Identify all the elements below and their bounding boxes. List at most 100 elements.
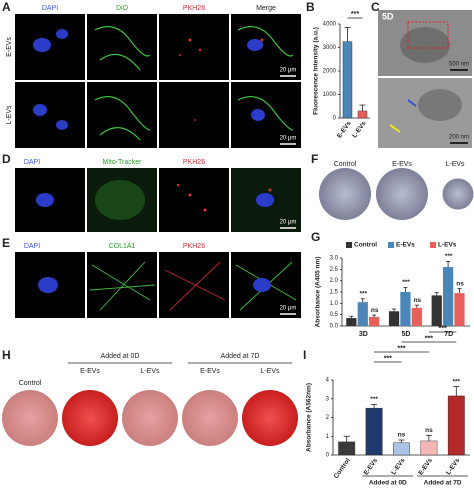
scale-bar-label: 20 μm bbox=[280, 306, 297, 312]
y-tick-label: 1.0 bbox=[330, 301, 339, 307]
x-tick-label: E-EVs bbox=[336, 120, 353, 140]
significance: *** bbox=[370, 396, 378, 403]
bar bbox=[388, 311, 400, 326]
bar bbox=[442, 267, 454, 326]
x-tick-label: E-EVs bbox=[363, 457, 380, 477]
legend-label: E-EVs bbox=[396, 242, 415, 249]
y-tick-label: 2000 bbox=[323, 69, 337, 75]
bar bbox=[338, 441, 356, 456]
row-label: L-EVs bbox=[6, 105, 13, 125]
column-header: DAPI bbox=[24, 243, 40, 250]
bar bbox=[393, 442, 410, 456]
significance: *** bbox=[445, 253, 453, 260]
legend-swatch bbox=[430, 242, 436, 248]
y-axis-label: Fluorescence Intensity (a.u.) bbox=[313, 27, 320, 115]
scale-bar-label: 20 μm bbox=[280, 220, 297, 226]
y-axis-label: Absorbance (A562nm) bbox=[306, 383, 313, 452]
scale-bar-label: 500 nm bbox=[449, 62, 469, 68]
y-tick-label: 2 bbox=[326, 415, 330, 421]
significance: *** bbox=[351, 11, 359, 18]
column-header: Control bbox=[334, 161, 357, 168]
bar bbox=[357, 110, 368, 119]
x-tick-label: L-EVs bbox=[351, 120, 368, 139]
x-tick-label: 7D bbox=[444, 331, 453, 338]
scale-bar-label: 200 nm bbox=[449, 135, 469, 141]
column-header: Mito-Tracker bbox=[102, 159, 142, 166]
panel-label: H bbox=[2, 348, 11, 362]
y-tick-label: 2.0 bbox=[330, 278, 339, 284]
bar bbox=[342, 41, 353, 119]
bar bbox=[357, 302, 368, 326]
significance: *** bbox=[397, 345, 405, 352]
y-tick-label: 3000 bbox=[323, 45, 337, 51]
scale-bar-label: 20 μm bbox=[280, 136, 297, 142]
panel-c-images bbox=[378, 10, 472, 148]
panel-label: D bbox=[2, 152, 11, 166]
x-tick-label: E-EVs bbox=[417, 457, 434, 477]
legend-swatch bbox=[346, 242, 352, 248]
panel-h-wells bbox=[2, 362, 298, 446]
y-tick-label: 4 bbox=[326, 378, 330, 384]
column-header: Merge bbox=[256, 5, 276, 12]
column-header: L-EVs bbox=[445, 161, 465, 168]
y-tick-label: 1000 bbox=[323, 92, 337, 98]
significance: *** bbox=[402, 279, 410, 286]
x-tick-label: L-EVs bbox=[390, 457, 407, 476]
significance: *** bbox=[360, 291, 368, 298]
day-label: 5D bbox=[382, 11, 394, 21]
column-header: L-EVs bbox=[260, 368, 280, 375]
y-tick-label: 1.5 bbox=[330, 290, 339, 296]
y-tick-label: 0 bbox=[333, 116, 337, 122]
panel-label: A bbox=[2, 0, 11, 14]
panel-label: E bbox=[2, 236, 10, 250]
column-header: L-EVs bbox=[140, 368, 160, 375]
bar bbox=[365, 407, 383, 456]
column-header: DiO bbox=[116, 5, 129, 12]
group-label: Added at 0D bbox=[369, 480, 407, 487]
y-tick-label: 1 bbox=[326, 434, 330, 440]
significance: ns bbox=[456, 280, 464, 287]
column-header: PKH26 bbox=[183, 159, 205, 166]
panel-label: F bbox=[311, 152, 318, 166]
legend-label: Control bbox=[354, 242, 377, 249]
significance: ns bbox=[371, 307, 379, 314]
x-tick-label: L-EVs bbox=[445, 457, 462, 476]
column-header: PKH26 bbox=[183, 5, 205, 12]
column-header: E-EVs bbox=[392, 161, 412, 168]
significance: ns bbox=[398, 432, 406, 439]
y-tick-label: 0 bbox=[326, 453, 330, 459]
column-header: E-EVs bbox=[80, 368, 100, 375]
significance: ns bbox=[414, 297, 422, 304]
column-header: DAPI bbox=[42, 5, 58, 12]
bar bbox=[447, 395, 465, 456]
bar bbox=[369, 316, 380, 326]
bar bbox=[420, 440, 438, 456]
bar bbox=[346, 318, 357, 326]
panel-e-images bbox=[15, 252, 301, 318]
group-header: Added at 0D bbox=[101, 353, 140, 360]
bar bbox=[400, 292, 411, 326]
bar bbox=[411, 307, 422, 326]
group-header: Added at 7D bbox=[221, 353, 260, 360]
panel-label: I bbox=[303, 348, 306, 362]
x-tick-label: Control bbox=[333, 457, 352, 480]
y-tick-label: 0.0 bbox=[330, 324, 339, 330]
significance: *** bbox=[384, 355, 392, 362]
row-label: E-EVs bbox=[6, 37, 13, 57]
panel-label: B bbox=[306, 0, 315, 14]
panel-label: G bbox=[311, 230, 320, 244]
y-tick-label: 4000 bbox=[323, 22, 337, 28]
panel-a-images bbox=[15, 14, 301, 148]
column-header: PKH26 bbox=[183, 243, 205, 250]
significance: *** bbox=[439, 325, 447, 332]
y-tick-label: 3.0 bbox=[330, 256, 339, 262]
legend-swatch bbox=[388, 242, 394, 248]
significance: *** bbox=[453, 378, 461, 385]
significance: ns bbox=[425, 427, 433, 434]
x-tick-label: 5D bbox=[402, 331, 411, 338]
x-tick-label: 3D bbox=[359, 331, 368, 338]
panel-d-images bbox=[15, 168, 301, 232]
y-tick-label: 0.5 bbox=[330, 312, 339, 318]
group-label: Added at 7D bbox=[424, 480, 462, 487]
